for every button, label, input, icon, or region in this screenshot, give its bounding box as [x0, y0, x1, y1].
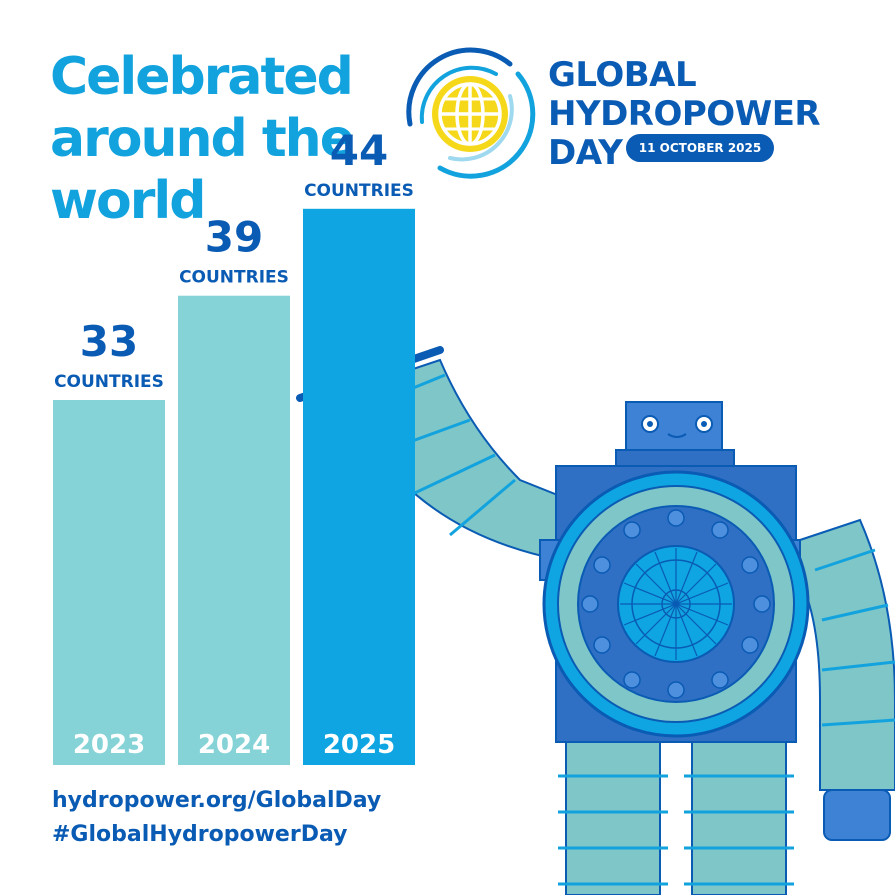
unit-label-2024: COUNTRIES [179, 268, 289, 288]
footer: hydropower.org/GlobalDay #GlobalHydropow… [52, 784, 381, 852]
logo-line-1: GLOBAL [548, 55, 697, 95]
bar-2025 [303, 208, 415, 766]
logo-line-2: HYDROPOWER [548, 94, 821, 134]
footer-hashtag: #GlobalHydropowerDay [52, 822, 348, 847]
headline-line-2: around the [50, 109, 355, 169]
unit-label-2023: COUNTRIES [54, 372, 164, 392]
bar-2024 [178, 295, 290, 765]
logo-date-badge: 11 OCTOBER 2025 [626, 134, 774, 162]
value-label-2023: 33 [80, 317, 138, 366]
headline-line-3: world [50, 171, 206, 231]
unit-label-2025: COUNTRIES [304, 181, 414, 201]
category-label-2023: 2023 [73, 730, 145, 760]
headline: Celebrated around the world [50, 46, 355, 232]
footer-url[interactable]: hydropower.org/GlobalDay [52, 788, 382, 813]
headline-line-1: Celebrated [50, 47, 354, 107]
bar-2023 [53, 400, 165, 765]
category-label-2025: 2025 [323, 730, 395, 760]
logo-title: GLOBAL HYDROPOWER DAY [548, 55, 821, 173]
value-label-2024: 39 [205, 213, 263, 262]
category-label-2024: 2024 [198, 730, 270, 760]
logo-line-3: DAY [548, 133, 623, 173]
value-label-2025: 44 [330, 126, 388, 175]
globe-icon [406, 47, 536, 179]
